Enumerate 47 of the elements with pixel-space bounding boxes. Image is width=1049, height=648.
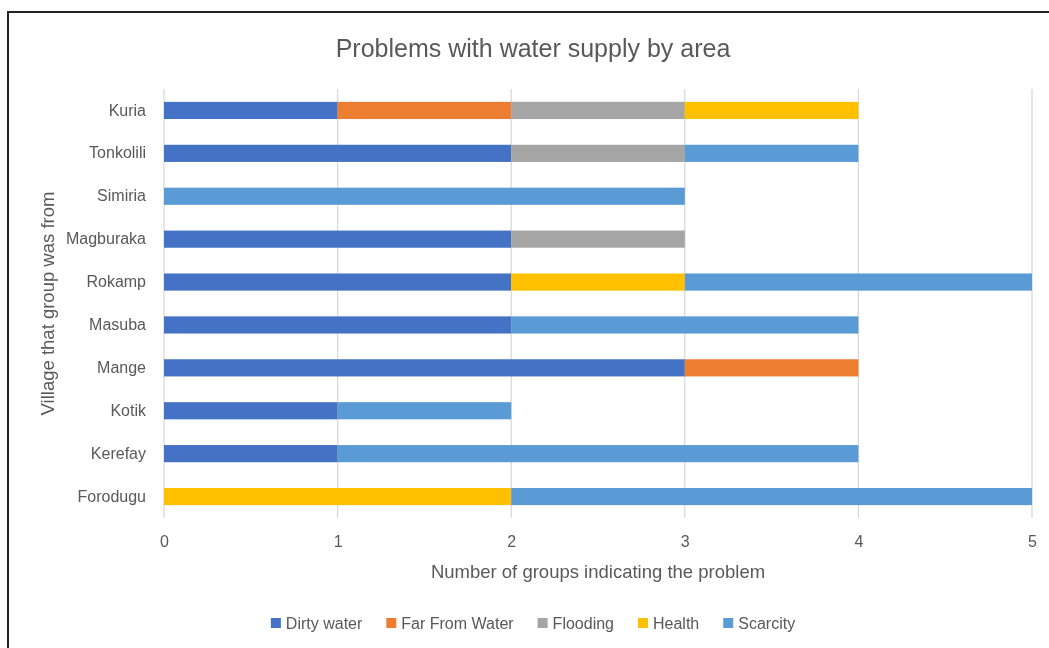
legend-label: Dirty water <box>285 614 363 632</box>
bar <box>164 445 338 463</box>
bar <box>164 187 685 205</box>
x-tick-label: 0 <box>160 533 170 551</box>
bar <box>684 273 1032 291</box>
bar <box>511 273 685 291</box>
bar <box>164 144 512 162</box>
bar <box>164 316 512 334</box>
y-tick-label: Simiria <box>97 187 147 205</box>
x-tick-label: 1 <box>333 533 343 551</box>
bar <box>684 101 859 120</box>
x-tick-label: 4 <box>854 533 864 551</box>
x-tick-label: 5 <box>1028 533 1038 551</box>
bar <box>511 144 685 162</box>
y-tick-label: Kotik <box>110 401 147 419</box>
bar <box>511 230 685 248</box>
y-tick-label: Mange <box>97 358 147 376</box>
bar <box>164 101 338 120</box>
y-tick-label: Tonkolili <box>89 144 146 162</box>
bar <box>164 273 512 291</box>
bar <box>511 101 685 120</box>
y-tick-label: Masuba <box>89 316 147 334</box>
bar <box>511 487 1032 506</box>
legend-label: Flooding <box>552 614 614 632</box>
bar <box>511 316 859 334</box>
bar <box>684 144 859 162</box>
y-tick-label: Kuria <box>108 101 147 119</box>
chart-title: Problems with water supply by area <box>335 34 731 62</box>
y-tick-label: Magburaka <box>65 230 147 248</box>
bar <box>337 402 512 420</box>
x-tick-label: 2 <box>507 533 517 551</box>
y-tick-label: Forodugu <box>77 487 146 505</box>
bar <box>684 359 859 377</box>
x-tick-label: 3 <box>680 533 690 551</box>
bar <box>337 101 512 120</box>
bar <box>337 445 859 463</box>
x-axis-title: Number of groups indicating the problem <box>430 561 766 582</box>
y-tick-label: Rokamp <box>86 273 147 291</box>
legend-label: Health <box>652 614 700 632</box>
bar <box>164 487 512 506</box>
legend-label: Scarcity <box>738 614 796 632</box>
bar <box>164 402 338 420</box>
bar <box>164 230 512 248</box>
legend-label: Far From Water <box>401 614 515 632</box>
y-tick-label: Kerefay <box>90 444 146 462</box>
y-axis-title: Village that group was from <box>37 191 58 416</box>
bar <box>164 359 685 377</box>
